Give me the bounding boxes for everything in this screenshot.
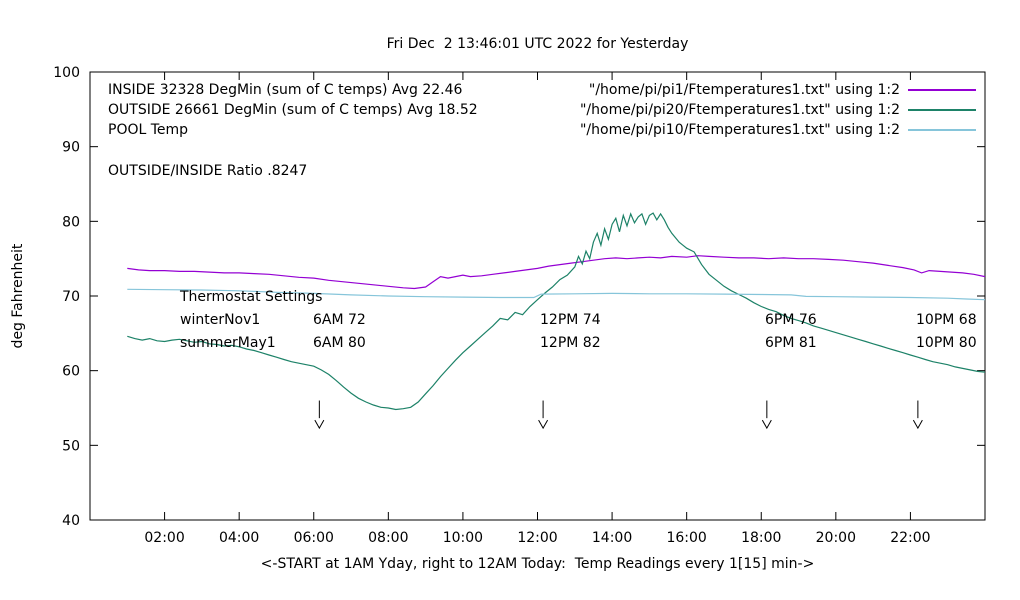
legend-outside-line-sample [908, 109, 976, 111]
legend-inside-label: INSIDE 32328 DegMin (sum of C temps) Avg… [108, 82, 463, 98]
x-tick-label: 04:00 [219, 530, 259, 546]
y-tick-label: 100 [53, 65, 80, 81]
series-line-inside [127, 255, 986, 290]
series-line-pool [127, 288, 986, 301]
x-tick-label: 10:00 [443, 530, 483, 546]
legend-pool-line-sample [908, 129, 976, 131]
thermostat-winter-6am: 6AM 72 [313, 312, 366, 328]
x-tick-label: 14:00 [592, 530, 632, 546]
thermostat-summer-12pm: 12PM 82 [540, 335, 601, 351]
thermostat-winter-6pm: 6PM 76 [765, 312, 817, 328]
series-line-outside [127, 212, 986, 411]
y-tick-label: 40 [62, 513, 80, 529]
thermostat-summer-6am: 6AM 80 [313, 335, 366, 351]
x-tick-label: 22:00 [890, 530, 930, 546]
legend-outside-file: "/home/pi/pi20/Ftemperatures1.txt" using… [579, 102, 900, 118]
thermostat-winter-12pm: 12PM 74 [540, 312, 601, 328]
event-arrow-head [314, 419, 325, 430]
legend-pool-label: POOL Temp [108, 122, 189, 138]
legend-inside-line-sample [908, 89, 976, 91]
event-arrow-head [538, 419, 549, 430]
legend-outside-label: OUTSIDE 26661 DegMin (sum of C temps) Av… [108, 102, 478, 118]
y-tick-label: 50 [62, 438, 80, 454]
y-tick-label: 90 [62, 140, 80, 156]
event-arrow-head [912, 419, 923, 430]
x-tick-label: 06:00 [294, 530, 334, 546]
x-tick-label: 02:00 [144, 530, 184, 546]
thermostat-summer-6pm: 6PM 81 [765, 335, 817, 351]
thermostat-title: Thermostat Settings [180, 289, 323, 305]
y-tick-label: 70 [62, 289, 80, 305]
thermostat-winter-name: winterNov1 [180, 312, 261, 328]
thermostat-winter-10pm: 10PM 68 [916, 312, 977, 328]
y-axis-label: deg Fahrenheit [10, 243, 26, 349]
event-arrow-head [761, 419, 772, 430]
legend-inside-file: "/home/pi/pi1/Ftemperatures1.txt" using … [588, 82, 900, 98]
chart-title: Fri Dec 2 13:46:01 UTC 2022 for Yesterda… [386, 36, 689, 52]
x-tick-label: 12:00 [517, 530, 557, 546]
x-tick-label: 18:00 [741, 530, 781, 546]
y-tick-label: 80 [62, 214, 80, 230]
thermostat-summer-name: summerMay1 [180, 335, 276, 351]
x-axis-label: <-START at 1AM Yday, right to 12AM Today… [260, 556, 815, 572]
x-tick-label: 16:00 [666, 530, 706, 546]
ratio-note: OUTSIDE/INSIDE Ratio .8247 [108, 163, 308, 179]
legend-pool-file: "/home/pi/pi10/Ftemperatures1.txt" using… [579, 122, 900, 138]
thermostat-summer-10pm: 10PM 80 [916, 335, 977, 351]
y-tick-label: 60 [62, 364, 80, 380]
x-tick-label: 20:00 [816, 530, 856, 546]
x-tick-label: 08:00 [368, 530, 408, 546]
